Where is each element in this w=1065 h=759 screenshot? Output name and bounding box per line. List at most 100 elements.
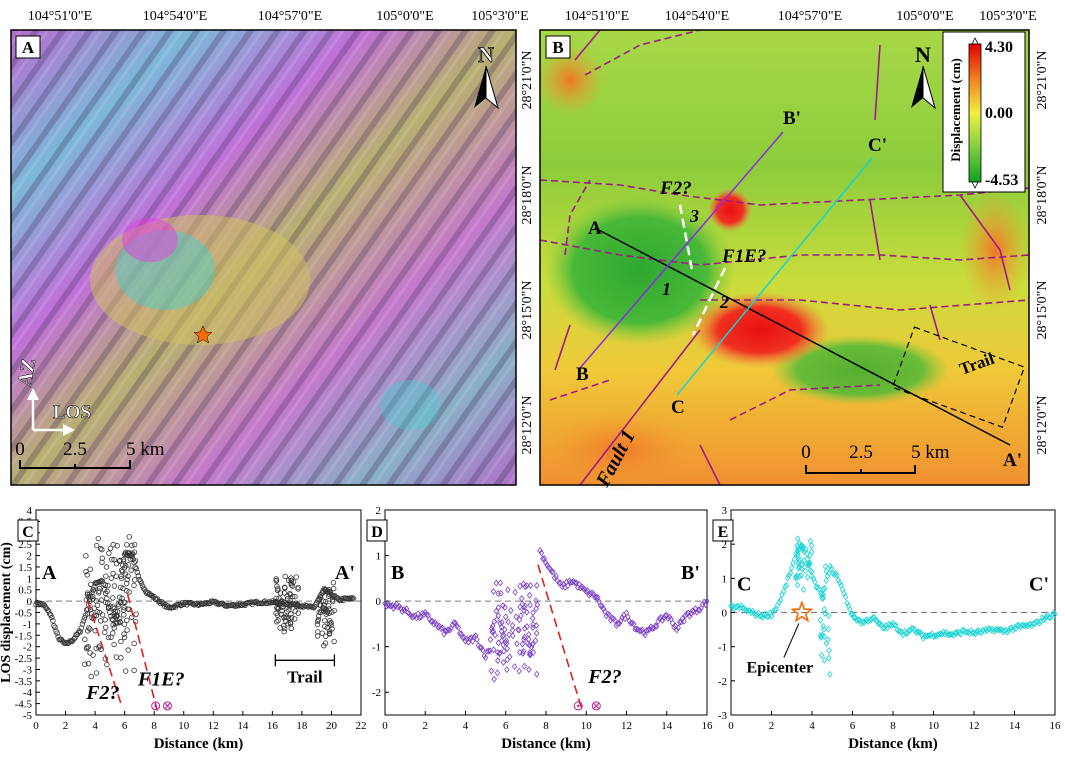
data-point xyxy=(518,612,524,620)
data-point xyxy=(390,604,397,612)
data-point xyxy=(347,595,354,601)
data-point xyxy=(501,647,507,655)
data-point xyxy=(701,598,707,606)
data-point xyxy=(679,615,686,622)
data-point xyxy=(630,620,637,628)
data-point xyxy=(823,567,830,575)
data-point xyxy=(82,636,88,642)
data-point xyxy=(819,631,825,639)
data-point xyxy=(331,607,337,614)
scale-a-0: 0 xyxy=(15,439,25,460)
y-tick-label: -4 xyxy=(23,687,33,699)
data-point xyxy=(104,661,110,668)
x-tick-label: 16 xyxy=(1050,720,1062,732)
x-tick-label: 14 xyxy=(661,720,673,732)
data-point xyxy=(803,545,809,553)
az-label: AZ xyxy=(14,357,40,388)
data-point xyxy=(929,630,935,638)
data-point xyxy=(664,611,670,619)
data-point xyxy=(771,606,778,614)
data-point xyxy=(111,556,117,563)
data-point xyxy=(828,565,835,572)
data-point xyxy=(795,535,801,543)
data-point xyxy=(823,577,829,585)
data-point xyxy=(534,670,540,678)
data-point xyxy=(1014,621,1021,629)
data-point xyxy=(573,579,580,587)
data-point xyxy=(763,610,769,618)
data-point xyxy=(674,626,680,634)
data-point xyxy=(1043,612,1050,620)
orange-nw xyxy=(535,45,605,115)
data-point xyxy=(791,555,798,563)
data-point xyxy=(121,564,128,571)
data-point xyxy=(283,614,289,620)
x-tick-label: 10 xyxy=(178,720,190,732)
data-point xyxy=(290,579,297,585)
data-point xyxy=(1047,614,1054,622)
panel-letter: E xyxy=(718,524,729,541)
data-point xyxy=(642,631,648,639)
data-point xyxy=(488,667,494,675)
x-tick-label: 8 xyxy=(890,720,896,732)
data-point xyxy=(477,643,483,651)
data-point xyxy=(131,541,138,548)
data-point xyxy=(760,613,766,621)
zone-2: 2 xyxy=(719,292,729,312)
x-tick-label: 12 xyxy=(621,720,632,732)
data-point xyxy=(530,621,536,629)
tick-b-top-2: 104°57'0"E xyxy=(778,9,842,24)
label-a-start: A xyxy=(588,218,602,239)
data-point xyxy=(533,605,539,613)
data-point xyxy=(434,620,440,628)
panel-letter-box xyxy=(17,519,39,542)
data-point xyxy=(593,593,600,601)
scalebar-b: 0 2.5 5 km xyxy=(801,442,950,474)
data-point xyxy=(988,626,995,634)
x-tick-label: 18 xyxy=(296,720,308,732)
data-point xyxy=(209,598,215,604)
data-point xyxy=(120,556,127,563)
label-f1e: F1E? xyxy=(721,246,766,267)
data-point xyxy=(538,549,545,557)
data-point xyxy=(491,675,497,683)
scale-b-2-5: 2.5 xyxy=(849,442,873,463)
data-point xyxy=(50,618,56,624)
data-point xyxy=(786,571,792,579)
data-point xyxy=(123,580,130,587)
data-point xyxy=(121,604,127,611)
data-point xyxy=(131,582,137,589)
data-point xyxy=(265,600,271,606)
x-tick-label: 6 xyxy=(503,720,509,732)
scalebar-a: 0 2.5 5 km xyxy=(15,439,165,469)
data-point xyxy=(349,595,356,601)
data-point xyxy=(515,626,521,633)
x-tick-label: 6 xyxy=(850,720,856,732)
data-point xyxy=(441,630,447,638)
data-point xyxy=(94,542,100,549)
data-point xyxy=(318,609,324,615)
data-point xyxy=(812,578,818,586)
data-point xyxy=(521,633,528,641)
data-point xyxy=(102,617,108,623)
data-point xyxy=(524,608,530,616)
data-point xyxy=(506,631,512,639)
data-point xyxy=(96,585,103,592)
data-point xyxy=(927,631,934,639)
data-point xyxy=(497,649,503,657)
data-point xyxy=(102,582,108,588)
data-point xyxy=(102,624,109,631)
data-point xyxy=(516,667,522,675)
data-point xyxy=(728,602,734,610)
data-point xyxy=(512,588,518,596)
data-point xyxy=(127,556,134,562)
data-point xyxy=(521,603,527,611)
data-point xyxy=(327,591,333,598)
data-point xyxy=(653,622,660,630)
data-point xyxy=(665,614,671,622)
data-point xyxy=(509,622,516,629)
data-point xyxy=(83,607,90,613)
fault-line xyxy=(86,600,123,707)
data-point xyxy=(490,646,497,654)
data-point xyxy=(526,651,533,659)
